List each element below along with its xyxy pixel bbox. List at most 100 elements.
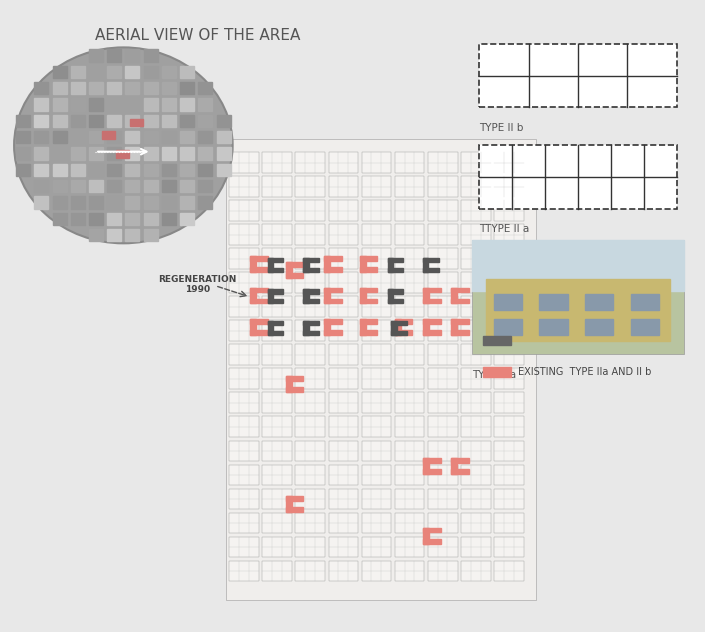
Bar bbox=[198, 164, 212, 176]
FancyBboxPatch shape bbox=[395, 561, 424, 581]
FancyBboxPatch shape bbox=[395, 392, 424, 413]
Bar bbox=[360, 288, 377, 292]
FancyBboxPatch shape bbox=[428, 513, 458, 533]
FancyBboxPatch shape bbox=[329, 513, 358, 533]
Bar bbox=[388, 267, 403, 272]
Bar bbox=[216, 114, 231, 127]
Bar bbox=[423, 258, 439, 262]
Bar bbox=[303, 289, 319, 294]
FancyBboxPatch shape bbox=[461, 176, 491, 197]
FancyBboxPatch shape bbox=[494, 368, 524, 389]
FancyBboxPatch shape bbox=[262, 248, 292, 269]
FancyBboxPatch shape bbox=[461, 248, 491, 269]
FancyBboxPatch shape bbox=[395, 200, 424, 221]
FancyBboxPatch shape bbox=[461, 272, 491, 293]
Bar bbox=[125, 212, 140, 225]
Bar bbox=[451, 331, 469, 335]
FancyBboxPatch shape bbox=[428, 176, 458, 197]
FancyBboxPatch shape bbox=[329, 176, 358, 197]
Bar bbox=[451, 319, 469, 324]
Bar bbox=[250, 319, 268, 324]
FancyBboxPatch shape bbox=[494, 248, 524, 269]
Bar bbox=[360, 319, 377, 324]
Bar bbox=[324, 288, 342, 292]
FancyBboxPatch shape bbox=[229, 176, 259, 197]
Bar bbox=[198, 114, 212, 127]
Bar bbox=[16, 131, 30, 143]
Bar bbox=[53, 98, 67, 111]
Bar bbox=[89, 147, 103, 160]
Bar bbox=[125, 66, 140, 78]
FancyBboxPatch shape bbox=[494, 561, 524, 581]
FancyBboxPatch shape bbox=[229, 561, 259, 581]
Bar bbox=[483, 367, 511, 377]
Bar bbox=[107, 229, 121, 241]
Bar bbox=[89, 180, 103, 192]
Bar bbox=[360, 331, 377, 335]
FancyBboxPatch shape bbox=[295, 416, 325, 437]
FancyBboxPatch shape bbox=[329, 441, 358, 461]
FancyBboxPatch shape bbox=[329, 465, 358, 485]
FancyBboxPatch shape bbox=[229, 296, 259, 317]
FancyBboxPatch shape bbox=[494, 224, 524, 245]
Bar bbox=[324, 319, 331, 335]
FancyBboxPatch shape bbox=[295, 489, 325, 509]
FancyBboxPatch shape bbox=[395, 296, 424, 317]
FancyBboxPatch shape bbox=[494, 441, 524, 461]
FancyBboxPatch shape bbox=[229, 416, 259, 437]
FancyBboxPatch shape bbox=[395, 537, 424, 557]
Bar bbox=[388, 258, 393, 272]
FancyBboxPatch shape bbox=[262, 200, 292, 221]
FancyBboxPatch shape bbox=[362, 344, 391, 365]
FancyBboxPatch shape bbox=[295, 465, 325, 485]
Bar bbox=[324, 267, 342, 272]
FancyBboxPatch shape bbox=[295, 224, 325, 245]
FancyBboxPatch shape bbox=[362, 200, 391, 221]
Bar bbox=[180, 82, 194, 95]
Bar bbox=[162, 131, 176, 143]
Bar bbox=[89, 212, 103, 225]
Bar bbox=[286, 376, 303, 380]
Bar bbox=[395, 319, 401, 335]
Bar bbox=[303, 321, 309, 335]
Bar bbox=[303, 289, 309, 303]
Bar bbox=[391, 321, 397, 335]
Bar bbox=[125, 196, 140, 209]
FancyBboxPatch shape bbox=[428, 416, 458, 437]
Text: TYPE II b: TYPE II b bbox=[479, 123, 524, 133]
Bar bbox=[388, 289, 393, 303]
Bar bbox=[324, 256, 331, 272]
Bar bbox=[423, 299, 441, 303]
Bar bbox=[198, 131, 212, 143]
FancyBboxPatch shape bbox=[494, 416, 524, 437]
Bar bbox=[70, 82, 85, 95]
Bar bbox=[250, 288, 268, 292]
FancyBboxPatch shape bbox=[229, 441, 259, 461]
FancyBboxPatch shape bbox=[395, 152, 424, 173]
Bar bbox=[451, 458, 469, 463]
Bar bbox=[250, 267, 268, 272]
FancyBboxPatch shape bbox=[428, 272, 458, 293]
Bar bbox=[360, 288, 366, 303]
FancyBboxPatch shape bbox=[262, 152, 292, 173]
FancyBboxPatch shape bbox=[461, 513, 491, 533]
Bar bbox=[250, 288, 257, 303]
FancyBboxPatch shape bbox=[395, 513, 424, 533]
Bar bbox=[286, 274, 303, 278]
Bar bbox=[144, 229, 158, 241]
Bar bbox=[162, 114, 176, 127]
FancyBboxPatch shape bbox=[329, 368, 358, 389]
Bar bbox=[70, 114, 85, 127]
FancyBboxPatch shape bbox=[461, 320, 491, 341]
FancyBboxPatch shape bbox=[494, 320, 524, 341]
FancyBboxPatch shape bbox=[329, 416, 358, 437]
Bar bbox=[286, 262, 292, 278]
FancyBboxPatch shape bbox=[362, 272, 391, 293]
Bar bbox=[423, 319, 441, 324]
Bar bbox=[180, 114, 194, 127]
Bar bbox=[144, 147, 158, 160]
Bar bbox=[423, 528, 429, 544]
FancyBboxPatch shape bbox=[262, 296, 292, 317]
Bar bbox=[89, 196, 103, 209]
FancyBboxPatch shape bbox=[229, 513, 259, 533]
